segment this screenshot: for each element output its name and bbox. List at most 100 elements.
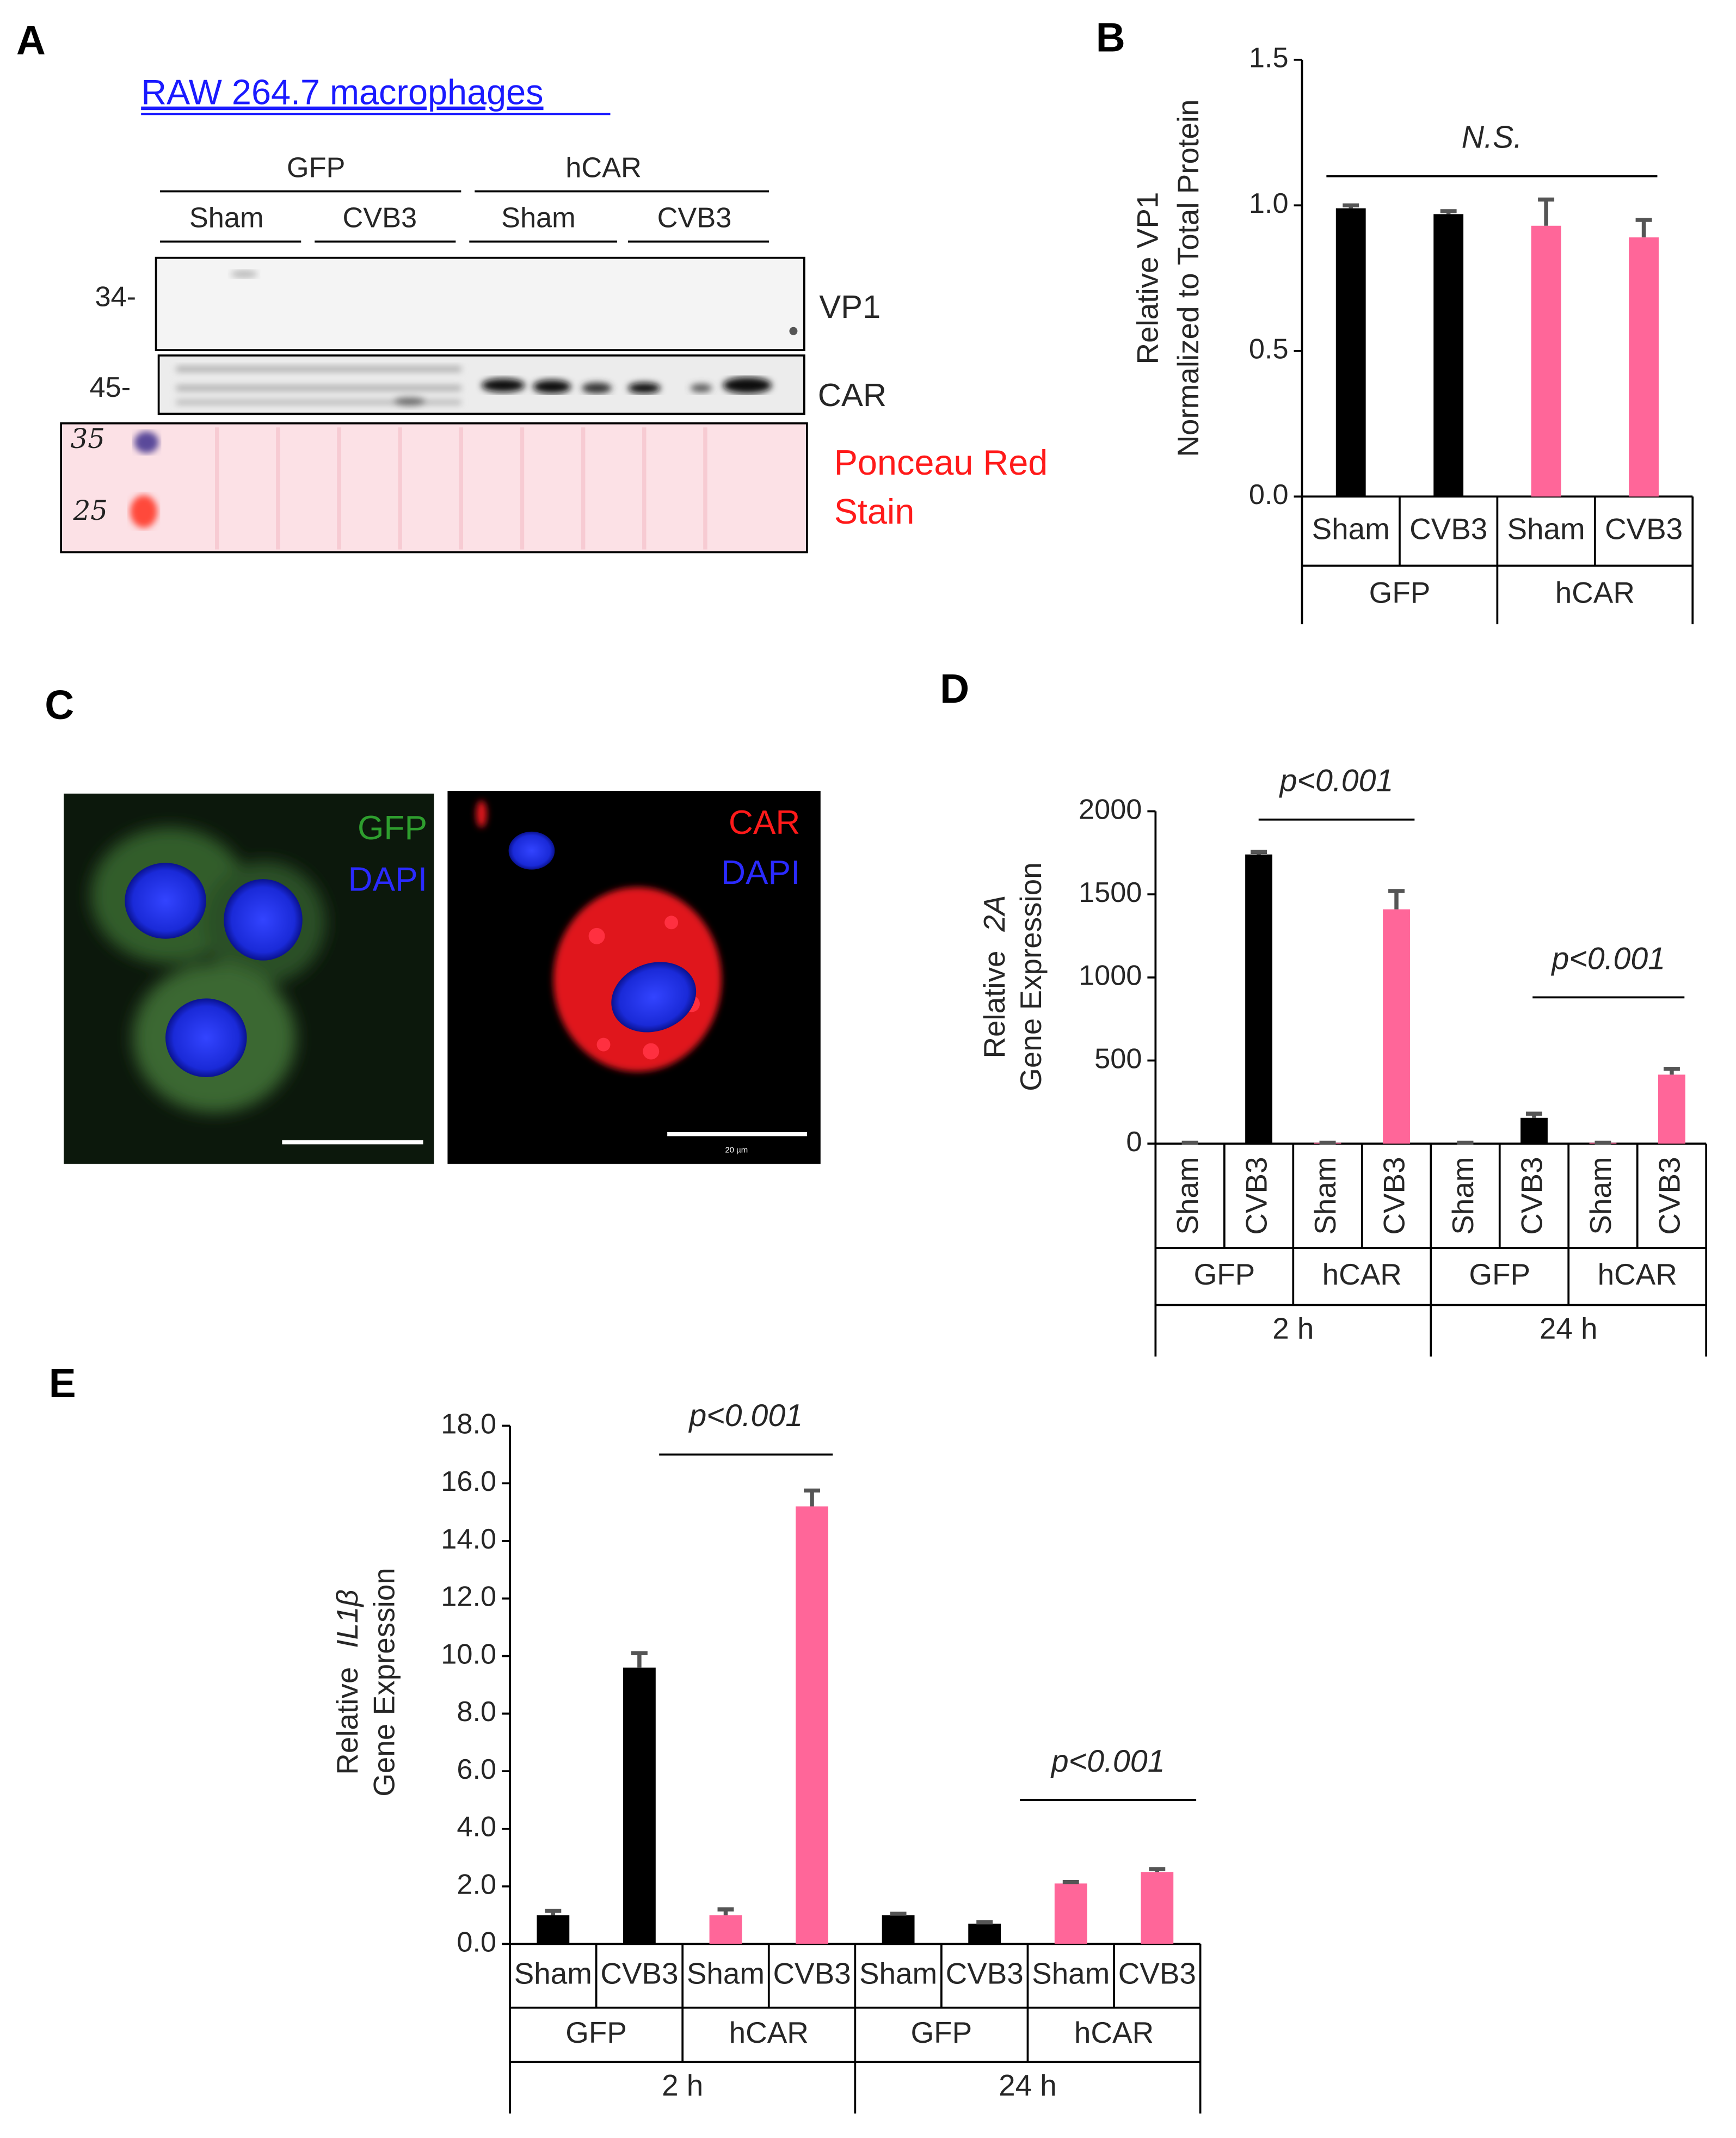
stain-label: Stain — [834, 492, 915, 531]
annotation: p<0.001 — [1279, 764, 1394, 798]
y-axis-label-text: Relative VP1 — [1131, 192, 1165, 365]
x-tick-label: Sham — [859, 1957, 937, 1990]
group-label: 2 h — [1272, 1311, 1314, 1345]
bar — [1054, 1883, 1087, 1944]
group-label: hCAR — [1555, 575, 1635, 609]
band-label: VP1 — [819, 288, 881, 325]
y-tick-label: 4.0 — [457, 1811, 496, 1843]
y-tick-label: 18.0 — [441, 1408, 496, 1440]
y-axis-label: Relative 2A — [977, 895, 1011, 1059]
panel-label: C — [45, 682, 74, 728]
y-axis-label: Gene Expression — [367, 1568, 401, 1796]
x-tick-label: Sham — [1507, 512, 1585, 545]
y-tick-label: 1.5 — [1249, 42, 1289, 74]
error-bar — [1251, 850, 1267, 855]
group-label: 2 h — [662, 2068, 703, 2102]
group-label: GFP — [911, 2016, 972, 2049]
x-tick-label: CVB3 — [946, 1957, 1024, 1990]
y-axis-label-text: Normalized to Total Protein — [1172, 100, 1205, 457]
ladder-mark: 25 — [73, 495, 108, 526]
x-tick-label: CVB3 — [600, 1957, 678, 1990]
group-label: hCAR — [729, 2016, 809, 2049]
panel-label: A — [16, 17, 46, 63]
group-label: GFP — [565, 2016, 627, 2049]
x-tick-label: Sham — [514, 1957, 592, 1990]
bar — [1520, 1117, 1548, 1144]
y-tick-label: 2.0 — [457, 1869, 496, 1901]
scale-bar-label: 20 µm — [725, 1145, 748, 1154]
condition-label: Sham — [501, 202, 576, 234]
y-tick-label: 1000 — [1079, 960, 1142, 992]
blot-vp1 — [155, 256, 805, 352]
error-bar — [1663, 1066, 1680, 1075]
error-bar — [1149, 1867, 1166, 1872]
ponceau-membrane — [60, 422, 808, 554]
annotation: p<0.001 — [1050, 1744, 1165, 1779]
ladder-mark: 35 — [71, 423, 105, 454]
y-axis-label-gene: 2A — [977, 895, 1011, 932]
band-label: CAR — [818, 377, 887, 413]
panel-label: D — [940, 666, 969, 711]
x-tick-label: Sham — [1171, 1157, 1204, 1234]
bar — [1245, 854, 1272, 1144]
y-tick-label: 1.0 — [1249, 188, 1289, 219]
bar — [1531, 225, 1561, 497]
group-label: hCAR — [1322, 1257, 1402, 1291]
x-tick-label: Sham — [1032, 1957, 1110, 1990]
error-bar — [1440, 209, 1457, 214]
micrograph-gfp — [64, 794, 434, 1164]
y-tick-label: 0 — [1126, 1126, 1142, 1158]
y-tick-label: 10.0 — [441, 1638, 496, 1670]
condition-label: Sham — [189, 202, 264, 234]
micrograph-car — [447, 791, 821, 1164]
x-tick-label: CVB3 — [773, 1957, 851, 1990]
y-tick-label: 6.0 — [457, 1754, 496, 1785]
panel-label: E — [49, 1360, 76, 1406]
x-tick-label: Sham — [1312, 512, 1390, 545]
error-bar — [1062, 1880, 1079, 1884]
bar — [623, 1667, 656, 1944]
link-title[interactable]: RAW 264.7 macrophages — [141, 72, 543, 112]
y-axis-label-gene: IL1β — [330, 1589, 364, 1648]
condition-label: CVB3 — [657, 202, 732, 234]
group-label: GFP — [1369, 575, 1431, 609]
error-bar — [631, 1651, 648, 1668]
error-bar — [1343, 203, 1359, 208]
bar — [1141, 1872, 1174, 1944]
x-tick-label: CVB3 — [1515, 1157, 1548, 1234]
x-tick-label: CVB3 — [1240, 1157, 1273, 1234]
group-label: GFP — [287, 152, 346, 184]
error-bar — [545, 1908, 562, 1915]
x-tick-label: CVB3 — [1409, 512, 1487, 545]
error-bar — [890, 1912, 907, 1916]
y-tick-label: 2000 — [1079, 794, 1142, 825]
channel-label: DAPI — [721, 854, 800, 892]
annotation: N.S. — [1462, 120, 1522, 155]
error-bar — [976, 1920, 993, 1925]
condition-label: CVB3 — [342, 202, 417, 234]
x-tick-label: Sham — [687, 1957, 765, 1990]
y-axis-label: Normalized to Total Protein — [1172, 100, 1205, 457]
group-label: hCAR — [1598, 1257, 1677, 1291]
group-label: 24 h — [1540, 1311, 1598, 1345]
group-label: GFP — [1469, 1257, 1530, 1291]
mw-marker: 34- — [95, 281, 136, 312]
error-bar — [1635, 218, 1652, 238]
mw-marker: 45- — [89, 372, 131, 403]
channel-label: GFP — [358, 809, 427, 847]
y-tick-label: 500 — [1094, 1043, 1142, 1074]
group-label: 24 h — [999, 2068, 1057, 2102]
bar — [1383, 909, 1410, 1144]
y-tick-label: 14.0 — [441, 1523, 496, 1555]
blot-car — [157, 354, 805, 415]
error-bar — [1526, 1111, 1542, 1118]
x-tick-label: CVB3 — [1652, 1157, 1686, 1234]
y-axis-label: Gene Expression — [1014, 862, 1048, 1091]
stain-label: Ponceau Red — [834, 443, 1048, 482]
x-tick-label: Sham — [1446, 1157, 1480, 1234]
x-tick-label: CVB3 — [1605, 512, 1683, 545]
group-label: hCAR — [1074, 2016, 1154, 2049]
panel-label: B — [1096, 15, 1125, 60]
